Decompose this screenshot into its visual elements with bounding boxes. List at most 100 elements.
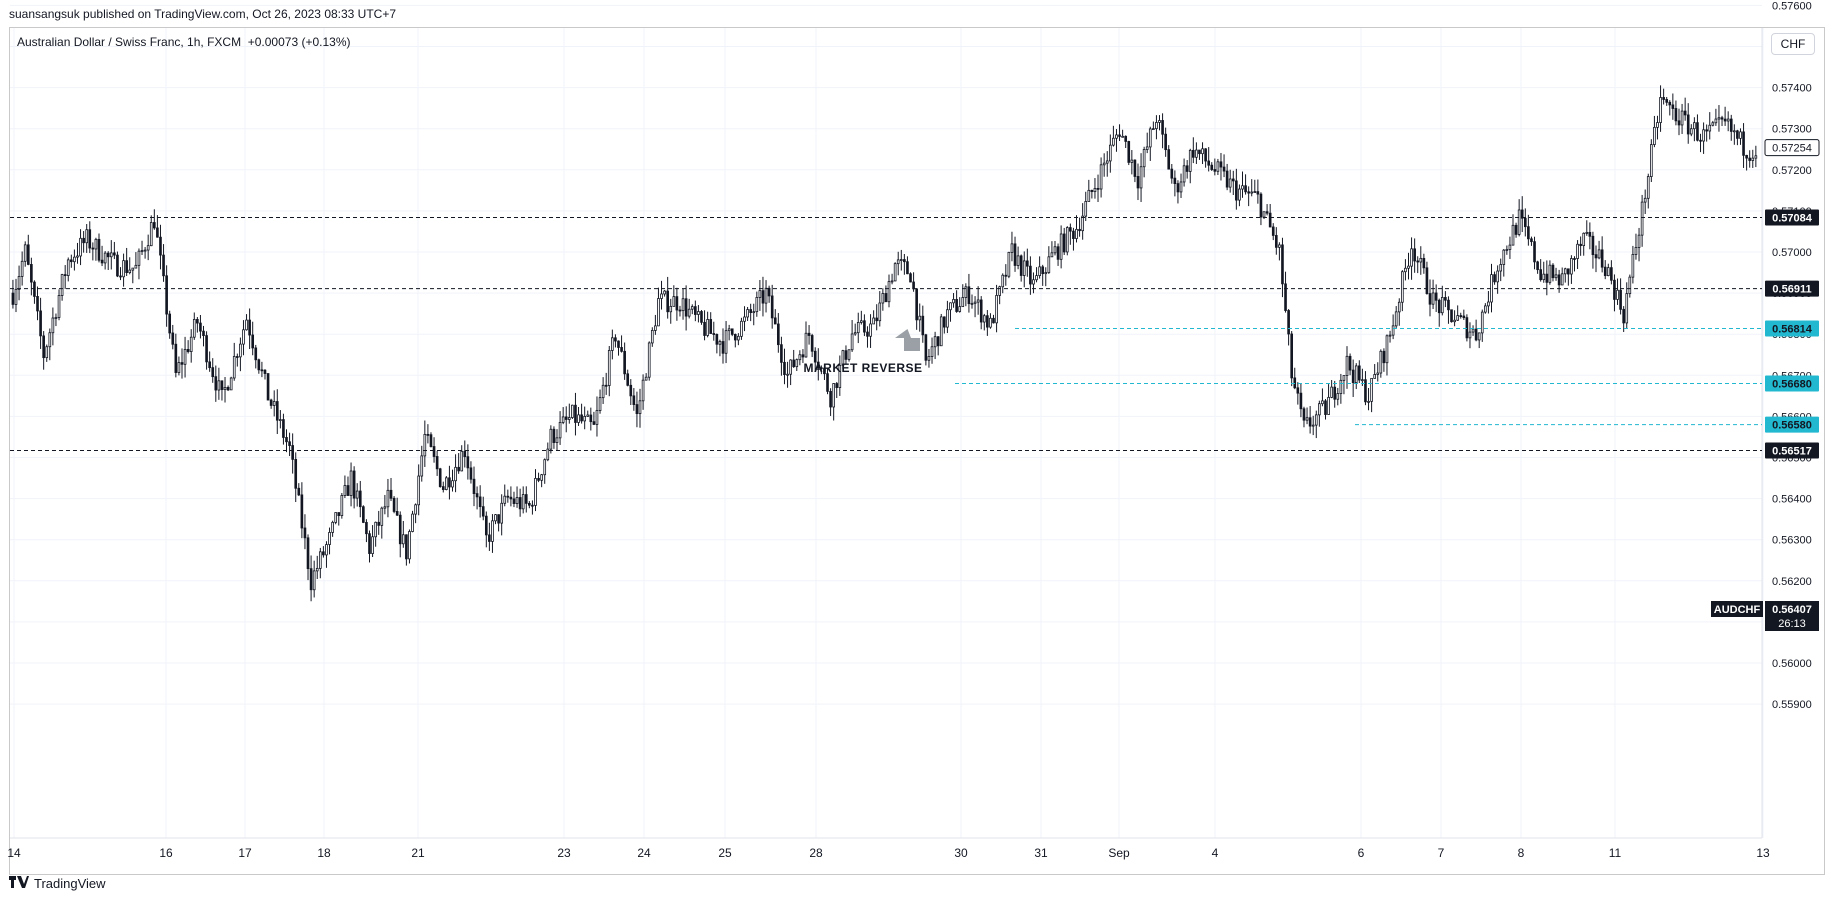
candle-body bbox=[967, 286, 971, 305]
candle-body bbox=[1606, 267, 1610, 277]
candle-body bbox=[1542, 273, 1546, 281]
price-tick-label: 0.57300 bbox=[1772, 124, 1812, 136]
candle-body bbox=[936, 336, 940, 347]
candle-body bbox=[1148, 128, 1152, 148]
candle-body bbox=[816, 361, 820, 369]
candle-body bbox=[844, 350, 848, 360]
candle-body bbox=[73, 256, 76, 263]
candle-body bbox=[140, 250, 144, 252]
candle-body bbox=[982, 315, 986, 323]
candle-body bbox=[970, 302, 974, 305]
time-tick-label: 6 bbox=[1358, 846, 1365, 860]
level-label: 0.56680 bbox=[1772, 379, 1812, 391]
candle-body bbox=[1108, 144, 1112, 162]
candle-body bbox=[1671, 104, 1675, 109]
candle-body bbox=[1397, 301, 1401, 313]
candle-body bbox=[789, 359, 792, 375]
candle-body bbox=[1567, 268, 1570, 275]
candle-body bbox=[475, 493, 479, 498]
candle-body bbox=[1259, 193, 1263, 218]
chart-frame bbox=[9, 27, 1825, 875]
tradingview-brand[interactable]: TradingView bbox=[9, 876, 106, 891]
candle-body bbox=[1069, 227, 1072, 232]
candle-body bbox=[749, 309, 752, 313]
candle-body bbox=[1674, 108, 1678, 122]
candle-body bbox=[589, 414, 593, 423]
candle-body bbox=[1668, 101, 1672, 106]
candle-body bbox=[1250, 191, 1254, 194]
candle-body bbox=[853, 332, 857, 335]
candle-body bbox=[260, 369, 264, 372]
candle-body bbox=[401, 534, 405, 545]
candle-body bbox=[272, 401, 276, 406]
candle-body bbox=[780, 344, 783, 363]
candle-body bbox=[275, 401, 279, 421]
candle-body bbox=[1610, 267, 1613, 281]
candle-body bbox=[1219, 161, 1223, 168]
time-tick-label: 24 bbox=[637, 846, 651, 860]
candle-body bbox=[737, 335, 740, 341]
candle-body bbox=[687, 308, 691, 317]
candle-body bbox=[912, 281, 915, 290]
candle-body bbox=[654, 325, 657, 331]
candle-body bbox=[896, 259, 900, 265]
candle-body bbox=[11, 292, 15, 305]
candle-body bbox=[57, 295, 61, 318]
candle-body bbox=[1278, 244, 1281, 248]
candle-body bbox=[1665, 99, 1669, 103]
candle-body bbox=[598, 397, 602, 411]
candle-body bbox=[1022, 260, 1026, 276]
candle-body bbox=[186, 349, 190, 352]
candle-body bbox=[623, 350, 626, 375]
candle-body bbox=[1253, 191, 1257, 194]
candle-body bbox=[697, 311, 700, 315]
candle-body bbox=[371, 536, 374, 554]
candle-body bbox=[681, 298, 685, 312]
candle-body bbox=[549, 428, 553, 450]
candle-body bbox=[1179, 181, 1183, 193]
price-tick-label: 0.57000 bbox=[1772, 247, 1812, 259]
candle-body bbox=[1090, 189, 1094, 193]
candle-body bbox=[1044, 272, 1048, 275]
candle-body bbox=[546, 448, 550, 461]
candle-body bbox=[1444, 297, 1447, 301]
time-tick-label: 23 bbox=[557, 846, 571, 860]
candle-body bbox=[469, 467, 473, 480]
candle-body bbox=[1745, 154, 1748, 159]
currency-button[interactable]: CHF bbox=[1771, 33, 1815, 55]
candle-body bbox=[91, 247, 95, 250]
candle-body bbox=[177, 362, 181, 373]
candle-body bbox=[1379, 350, 1383, 374]
candle-body bbox=[1314, 414, 1318, 426]
candle-body bbox=[629, 384, 633, 397]
candle-body bbox=[580, 414, 583, 422]
candle-body bbox=[703, 321, 706, 336]
candle-body bbox=[635, 404, 639, 415]
candle-body bbox=[770, 295, 774, 319]
candle-body bbox=[1299, 392, 1303, 410]
candle-body bbox=[571, 404, 574, 418]
candle-body bbox=[1376, 372, 1380, 375]
market-reverse-annotation: MARKET REVERSE bbox=[803, 361, 922, 375]
candle-body bbox=[577, 414, 580, 423]
price-tick-label: 0.56000 bbox=[1772, 658, 1812, 670]
candle-body bbox=[1075, 228, 1078, 239]
candle-body bbox=[1468, 331, 1472, 339]
candle-body bbox=[463, 450, 467, 458]
candle-body bbox=[829, 390, 832, 408]
candle-body bbox=[1404, 267, 1407, 273]
candle-body bbox=[995, 295, 998, 324]
candle-body bbox=[1321, 400, 1324, 405]
candle-body bbox=[1047, 256, 1051, 273]
candle-body bbox=[620, 347, 623, 352]
candle-body bbox=[1385, 335, 1389, 364]
price-tick-label: 0.57200 bbox=[1772, 165, 1812, 177]
candle-body bbox=[1551, 264, 1555, 279]
candle-body bbox=[451, 480, 454, 488]
time-tick-label: 16 bbox=[159, 846, 173, 860]
candle-body bbox=[1019, 255, 1023, 276]
candle-body bbox=[761, 290, 765, 304]
candle-body bbox=[930, 346, 934, 357]
candle-body bbox=[906, 261, 909, 275]
